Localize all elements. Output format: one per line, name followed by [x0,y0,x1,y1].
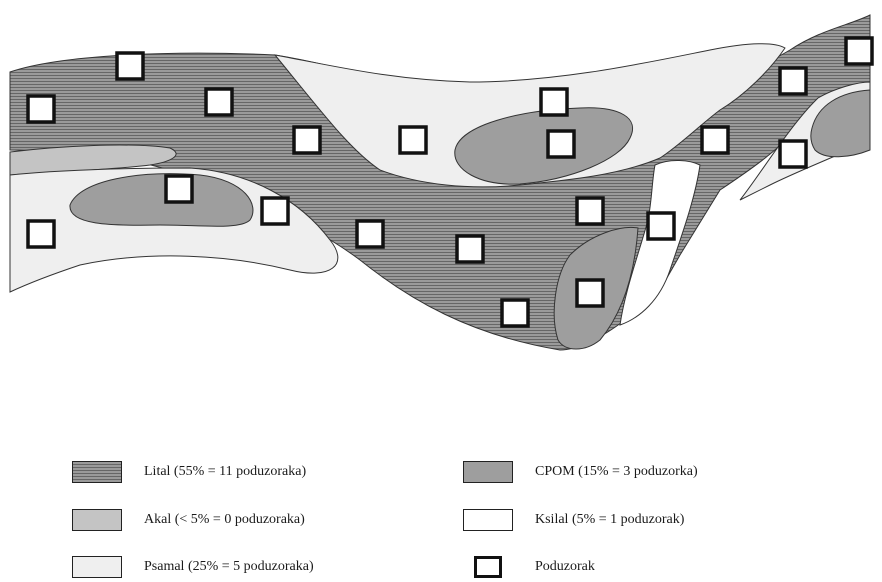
subsample-marker [398,125,428,155]
legend-item-poduzorak: Poduzorak [463,556,595,578]
lital-swatch [72,461,122,483]
subsample-marker [204,87,234,117]
ksilal-swatch [463,509,513,531]
subsample-marker [700,125,730,155]
cpom-region-right [810,89,871,158]
subsample-marker [164,174,194,204]
subsample-marker [546,129,576,159]
subsample-marker [844,36,874,66]
cpom-region-center [454,107,633,185]
subsample-marker [539,87,569,117]
subsample-marker [575,278,605,308]
poduzorak-swatch [474,556,502,578]
subsample-marker [778,66,808,96]
subsample-marker [292,125,322,155]
subsample-marker [575,196,605,226]
subsample-marker [26,94,56,124]
subsample-markers [26,36,874,328]
legend-item-akal: Akal (< 5% = 0 poduzoraka) [72,509,305,531]
legend-label-cpom: CPOM (15% = 3 poduzorka) [535,464,698,479]
legend-label-psamal: Psamal (25% = 5 poduzoraka) [144,559,314,574]
subsample-marker [260,196,290,226]
subsample-marker [500,298,530,328]
akal-swatch [72,509,122,531]
psamal-swatch [72,556,122,578]
subsample-marker [355,219,385,249]
legend-item-ksilal: Ksilal (5% = 1 poduzorak) [463,509,684,531]
legend-item-psamal: Psamal (25% = 5 poduzoraka) [72,556,314,578]
legend-label-akal: Akal (< 5% = 0 poduzoraka) [144,512,305,527]
legend-item-cpom: CPOM (15% = 3 poduzorka) [463,461,698,483]
cpom-region-lower-left [69,173,254,227]
subsample-marker [455,234,485,264]
subsample-marker [646,211,676,241]
subsample-marker [115,51,145,81]
subsample-marker [778,139,808,169]
legend-label-poduzorak: Poduzorak [535,559,595,574]
legend-item-lital: Lital (55% = 11 poduzoraka) [72,461,306,483]
legend-label-ksilal: Ksilal (5% = 1 poduzorak) [535,512,685,527]
subsample-marker [26,219,56,249]
substrate-map [9,14,874,351]
cpom-swatch [463,461,513,483]
legend-label-lital: Lital (55% = 11 poduzoraka) [144,464,307,479]
